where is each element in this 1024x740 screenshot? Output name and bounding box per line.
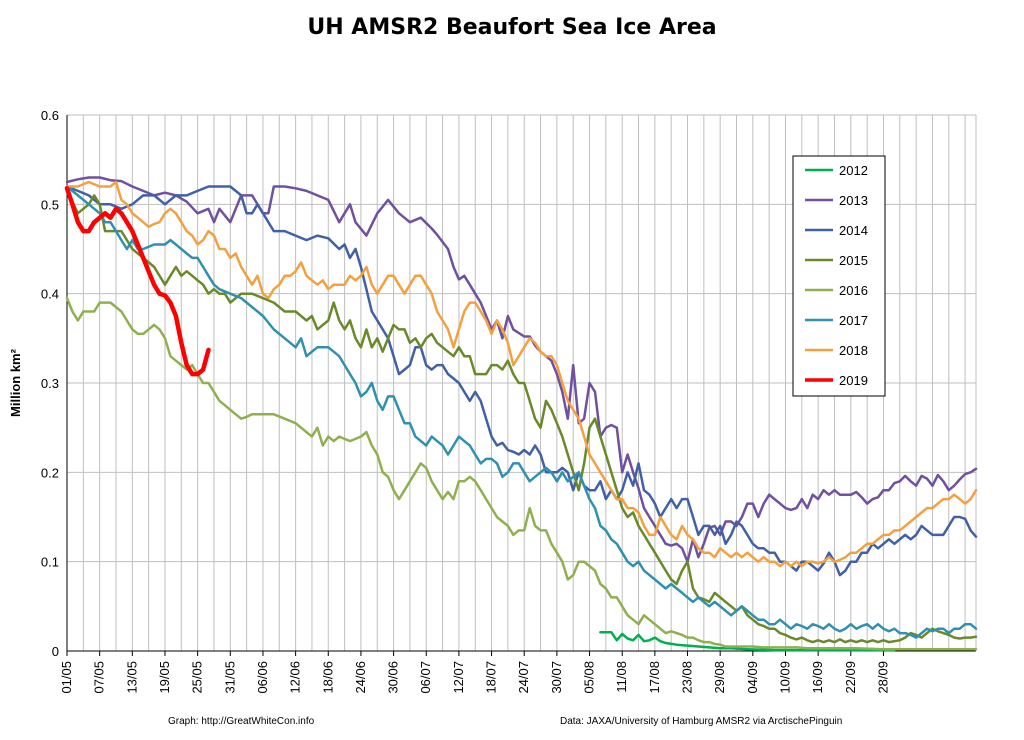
- x-tick-label: 31/05: [222, 661, 237, 694]
- x-tick-label: 05/08: [582, 661, 597, 694]
- series-line-2019: [64, 186, 211, 377]
- x-tick-label: 06/07: [418, 661, 433, 694]
- chart-title: UH AMSR2 Beaufort Sea Ice Area: [307, 15, 716, 40]
- x-tick-label: 16/09: [810, 661, 825, 694]
- x-tick-label: 30/07: [549, 661, 564, 694]
- x-tick-label: 11/08: [614, 661, 629, 693]
- legend: 2012 2013 2014 2015 2016 2017 2018 2019: [792, 155, 886, 397]
- x-tick-label: 17/08: [647, 661, 662, 694]
- x-tick-label: 28/09: [875, 661, 890, 694]
- legend-label-2015: 2015: [839, 253, 868, 268]
- x-tick-label: 01/05: [59, 661, 74, 694]
- series-line-2017: [65, 185, 978, 639]
- y-tick-label: 0.1: [41, 555, 59, 570]
- x-tick-label: 18/06: [320, 661, 335, 694]
- x-tick-label: 10/09: [777, 661, 792, 694]
- legend-label-2019: 2019: [839, 373, 868, 388]
- x-tick-label: 29/08: [712, 661, 727, 694]
- series-lines: [64, 176, 978, 652]
- y-axis-ticks: 0 0.1 0.2 0.3 0.4 0.5 0.6: [41, 108, 59, 659]
- legend-label-2012: 2012: [839, 163, 868, 178]
- y-axis-label: Million km²: [8, 348, 23, 417]
- y-tick-label: 0.5: [41, 197, 59, 212]
- series-line-2013: [65, 176, 978, 563]
- x-tick-label: 23/08: [680, 661, 695, 694]
- y-tick-label: 0.3: [41, 376, 59, 391]
- x-tick-label: 18/07: [484, 661, 499, 694]
- series-line-2012: [599, 630, 896, 652]
- y-tick-label: 0: [52, 644, 59, 659]
- series-line-2018: [65, 180, 978, 568]
- legend-label-2014: 2014: [839, 223, 868, 238]
- x-tick-label: 12/07: [451, 661, 466, 694]
- x-tick-label: 24/06: [353, 661, 368, 694]
- credit-data: Data: JAXA/University of Hamburg AMSR2 v…: [560, 716, 842, 727]
- x-tick-label: 13/05: [124, 661, 139, 694]
- y-tick-label: 0.2: [41, 465, 59, 480]
- legend-label-2018: 2018: [839, 343, 868, 358]
- y-tick-label: 0.6: [41, 108, 59, 123]
- x-axis-ticks: 01/05 07/05 13/05 19/05 25/05 31/05 06/06 12/06…: [59, 651, 890, 694]
- series-line-2015: [65, 189, 978, 644]
- x-tick-label: 07/05: [92, 661, 107, 694]
- x-tick-label: 24/07: [516, 661, 531, 694]
- x-tick-label: 06/06: [255, 661, 270, 694]
- y-tick-label: 0.4: [41, 287, 59, 302]
- legend-label-2016: 2016: [839, 283, 868, 298]
- x-tick-label: 30/06: [386, 661, 401, 694]
- x-tick-label: 12/06: [288, 661, 303, 694]
- legend-label-2017: 2017: [839, 313, 868, 328]
- gridlines: [66, 114, 976, 651]
- x-tick-label: 19/05: [157, 661, 172, 694]
- legend-label-2013: 2013: [839, 193, 868, 208]
- x-tick-label: 22/09: [843, 661, 858, 694]
- series-line-2016: [65, 296, 978, 651]
- legend-box: [792, 155, 886, 397]
- credit-graph: Graph: http://GreatWhiteCon.info: [168, 716, 315, 727]
- x-tick-label: 04/09: [745, 661, 760, 694]
- x-tick-label: 25/05: [190, 661, 205, 694]
